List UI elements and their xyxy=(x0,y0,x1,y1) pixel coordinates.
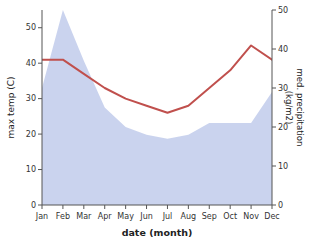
y-tick xyxy=(38,98,42,99)
x-tick xyxy=(251,205,252,209)
x-tick xyxy=(188,205,189,209)
x-tick-label: Dec xyxy=(264,212,279,221)
y-tick xyxy=(38,134,42,135)
precipitation-area xyxy=(42,10,272,205)
x-axis-line xyxy=(42,205,272,206)
x-tick-label: Jun xyxy=(139,212,153,221)
y2-tick xyxy=(272,88,276,89)
y-tick-label: 0 xyxy=(31,201,36,210)
y2-tick-label: 10 xyxy=(278,162,288,171)
x-tick xyxy=(272,205,273,209)
x-tick-label: Mar xyxy=(76,212,92,221)
y2-axis-line xyxy=(272,10,273,205)
y-tick-label: 10 xyxy=(26,165,36,174)
y-tick-label: 40 xyxy=(26,59,36,68)
x-tick xyxy=(42,205,43,209)
x-tick xyxy=(104,205,105,209)
y-tick-label: 30 xyxy=(26,94,36,103)
y2-tick-label: 40 xyxy=(278,45,288,54)
temperature-line xyxy=(42,45,272,112)
x-tick xyxy=(167,205,168,209)
y2-tick xyxy=(272,205,276,206)
chart: Jan Feb Mar Apr May Jun Jul Aug Sep Oct Nov Dec 0 10 2… xyxy=(0,0,318,247)
x-tick-label: Sep xyxy=(202,212,217,221)
y2-tick xyxy=(272,10,276,11)
y2-axis-label-line: (kg/m2) xyxy=(284,91,294,125)
x-tick-label: Nov xyxy=(243,212,259,221)
y-tick-label: 50 xyxy=(26,23,36,32)
x-tick-label: Jul xyxy=(162,212,173,221)
x-tick xyxy=(209,205,210,209)
x-tick xyxy=(230,205,231,209)
x-tick xyxy=(146,205,147,209)
x-tick xyxy=(62,205,63,209)
y-axis-line xyxy=(42,10,43,205)
x-tick-label: Oct xyxy=(223,212,237,221)
y-tick xyxy=(38,169,42,170)
x-tick-label: Aug xyxy=(181,212,197,221)
y-tick xyxy=(38,27,42,28)
x-tick xyxy=(125,205,126,209)
y2-tick xyxy=(272,166,276,167)
y2-tick xyxy=(272,127,276,128)
y2-tick-label: 50 xyxy=(278,6,288,15)
y-axis-label: max temp (C) xyxy=(6,76,16,138)
y2-axis-label: med. precipitation(kg/m2) xyxy=(284,69,305,147)
plot-area xyxy=(42,10,272,205)
x-tick-label: Apr xyxy=(98,212,113,221)
y2-tick-label: 0 xyxy=(278,201,283,210)
y2-tick xyxy=(272,49,276,50)
x-tick xyxy=(83,205,84,209)
y-tick-label: 20 xyxy=(26,130,36,139)
y2-axis-label-line: med. precipitation xyxy=(295,69,305,147)
y-tick xyxy=(38,205,42,206)
x-axis-label: date (month) xyxy=(122,227,193,238)
x-tick-label: Feb xyxy=(56,212,70,221)
x-tick-label: May xyxy=(117,212,134,221)
y-tick xyxy=(38,63,42,64)
x-tick-label: Jan xyxy=(35,212,48,221)
